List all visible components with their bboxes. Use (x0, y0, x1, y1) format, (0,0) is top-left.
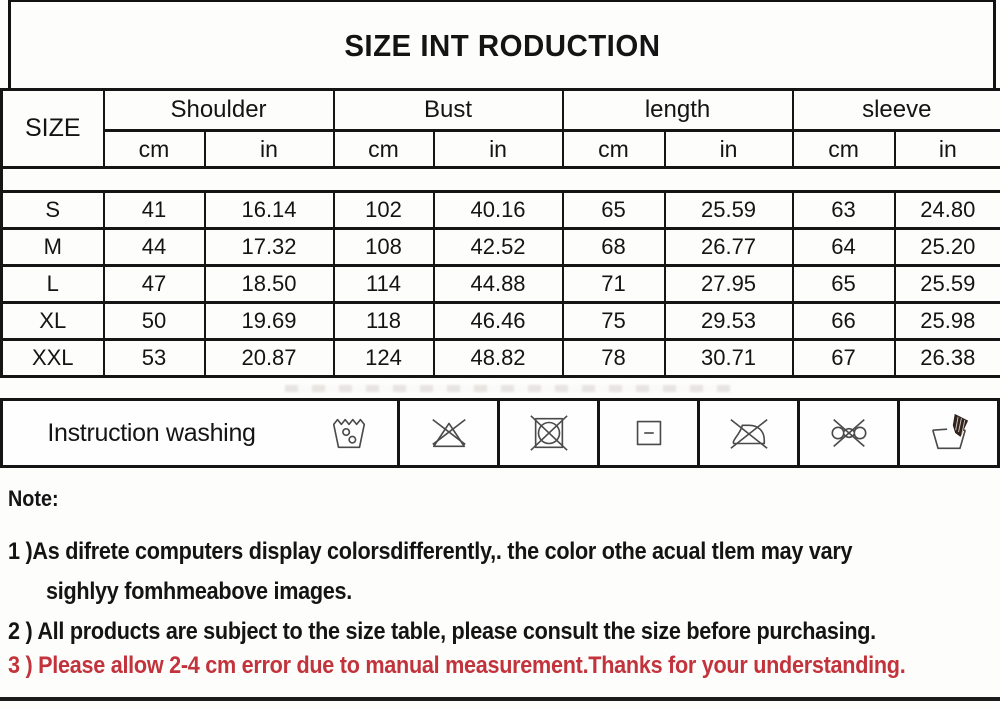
do-not-bleach-icon (397, 401, 497, 465)
machine-wash-icon (300, 401, 397, 465)
table-row-xxl: XXL 53 20.87 124 48.82 78 30.71 67 26.38 (0, 338, 1000, 378)
unit-header: in (663, 129, 794, 169)
size-row-label: L (0, 264, 105, 304)
note-line-3: 3 ) Please allow 2-4 cm error due to man… (8, 652, 906, 679)
washing-instruction-bar: Instruction washing (0, 398, 1000, 468)
value-cell: 42.52 (432, 227, 564, 267)
unit-header: in (893, 129, 1000, 169)
value-cell: 16.14 (203, 190, 335, 230)
unit-header: cm (102, 129, 206, 169)
value-cell: 78 (561, 338, 666, 378)
value-cell: 50 (102, 301, 206, 341)
note-line-2: 2 ) All products are subject to the size… (8, 618, 876, 645)
size-table: SIZE Shoulder Bust length sleeve cm in c… (0, 88, 1000, 378)
value-cell: 108 (332, 227, 435, 267)
size-row-label: M (0, 227, 105, 267)
value-cell: 124 (332, 338, 435, 378)
value-cell: 66 (791, 301, 896, 341)
value-cell: 71 (561, 264, 666, 304)
table-row-xl: XL 50 19.69 118 46.46 75 29.53 66 25.98 (0, 301, 1000, 341)
value-cell: 25.98 (893, 301, 1000, 341)
size-row-label: XL (0, 301, 105, 341)
value-cell: 65 (791, 264, 896, 304)
title-box: SIZE INT RODUCTION (8, 0, 996, 90)
note-line-1: 1 )As difrete computers display colorsdi… (8, 538, 853, 565)
spacer-row (0, 166, 1000, 193)
value-cell: 41 (102, 190, 206, 230)
table-row-l: L 47 18.50 114 44.88 71 27.95 65 25.59 (0, 264, 1000, 304)
value-cell: 30.71 (663, 338, 794, 378)
value-cell: 26.77 (663, 227, 794, 267)
value-cell: 63 (791, 190, 896, 230)
unit-header: cm (561, 129, 666, 169)
group-header-length: length (561, 88, 794, 132)
value-cell: 68 (561, 227, 666, 267)
group-header-bust: Bust (332, 88, 564, 132)
value-cell: 48.82 (432, 338, 564, 378)
do-not-iron-icon (697, 401, 797, 465)
value-cell: 44.88 (432, 264, 564, 304)
do-not-wring-icon (797, 401, 897, 465)
value-cell: 67 (791, 338, 896, 378)
size-row-label: XXL (0, 338, 105, 378)
washing-instruction-label: Instruction washing (47, 418, 256, 447)
bottom-divider (0, 697, 1000, 701)
value-cell: 20.87 (203, 338, 335, 378)
do-not-tumble-dry-icon (497, 401, 597, 465)
unit-header: cm (791, 129, 896, 169)
faded-text-artifact (285, 385, 730, 392)
value-cell: 26.38 (893, 338, 1000, 378)
table-row-s: S 41 16.14 102 40.16 65 25.59 63 24.80 (0, 190, 1000, 230)
value-cell: 114 (332, 264, 435, 304)
size-column-header: SIZE (0, 88, 105, 169)
value-cell: 118 (332, 301, 435, 341)
value-cell: 64 (791, 227, 896, 267)
value-cell: 47 (102, 264, 206, 304)
note-heading: Note: (8, 486, 59, 511)
note-line-1b: sighlyy fomhmeabove images. (46, 578, 353, 605)
value-cell: 17.32 (203, 227, 335, 267)
page-title: SIZE INT RODUCTION (343, 28, 661, 63)
value-cell: 29.53 (663, 301, 794, 341)
group-header-shoulder: Shoulder (102, 88, 335, 132)
value-cell: 18.50 (203, 264, 335, 304)
value-cell: 53 (102, 338, 206, 378)
unit-header: cm (332, 129, 435, 169)
value-cell: 46.46 (432, 301, 564, 341)
value-cell: 75 (561, 301, 666, 341)
hand-wash-icon (897, 401, 997, 465)
value-cell: 40.16 (432, 190, 564, 230)
table-row-m: M 44 17.32 108 42.52 68 26.77 64 25.20 (0, 227, 1000, 267)
value-cell: 24.80 (893, 190, 1000, 230)
size-row-label: S (0, 190, 105, 230)
unit-header: in (203, 129, 335, 169)
dry-flat-icon (597, 401, 697, 465)
value-cell: 25.20 (893, 227, 1000, 267)
value-cell: 102 (332, 190, 435, 230)
value-cell: 25.59 (663, 190, 794, 230)
value-cell: 25.59 (893, 264, 1000, 304)
value-cell: 65 (561, 190, 666, 230)
value-cell: 27.95 (663, 264, 794, 304)
value-cell: 44 (102, 227, 206, 267)
value-cell: 19.69 (203, 301, 335, 341)
unit-header: in (432, 129, 564, 169)
group-header-sleeve: sleeve (791, 88, 1000, 132)
